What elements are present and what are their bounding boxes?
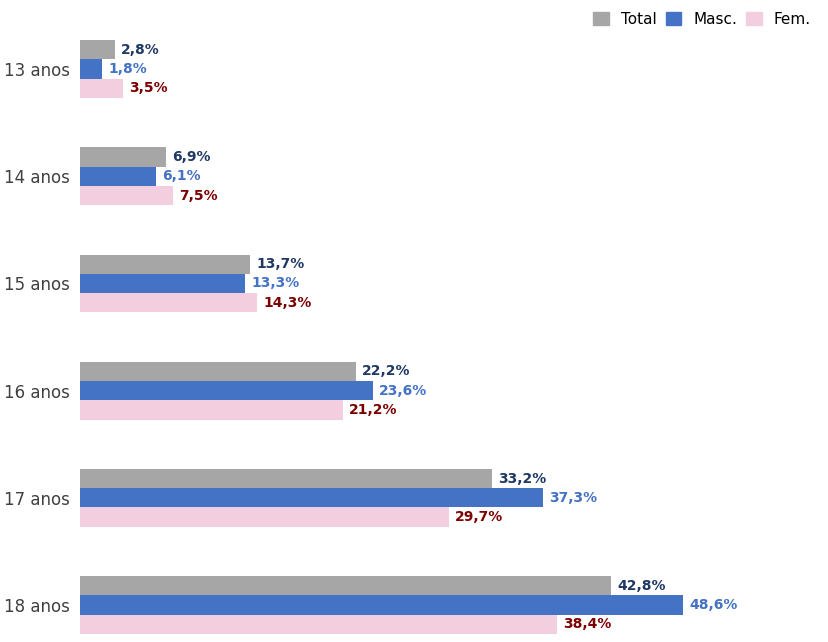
Bar xyxy=(79,507,448,527)
Bar xyxy=(79,60,102,79)
Text: 38,4%: 38,4% xyxy=(562,618,610,631)
Bar xyxy=(79,254,250,274)
Bar xyxy=(79,595,682,614)
Text: 42,8%: 42,8% xyxy=(617,578,665,593)
Bar xyxy=(79,488,542,507)
Text: 6,9%: 6,9% xyxy=(171,150,210,164)
Text: 22,2%: 22,2% xyxy=(361,365,410,378)
Text: 13,3%: 13,3% xyxy=(251,277,299,290)
Bar xyxy=(79,274,245,293)
Text: 37,3%: 37,3% xyxy=(548,491,597,505)
Text: 7,5%: 7,5% xyxy=(179,189,218,203)
Legend: Total, Masc., Fem.: Total, Masc., Fem. xyxy=(587,6,816,33)
Text: 2,8%: 2,8% xyxy=(121,43,160,57)
Bar xyxy=(79,401,343,420)
Text: 13,7%: 13,7% xyxy=(256,257,304,271)
Bar xyxy=(79,361,355,381)
Text: 21,2%: 21,2% xyxy=(349,403,397,417)
Bar xyxy=(79,186,173,205)
Bar xyxy=(79,167,156,186)
Bar xyxy=(79,293,258,313)
Bar xyxy=(79,148,166,167)
Bar xyxy=(79,614,556,634)
Text: 23,6%: 23,6% xyxy=(378,384,427,397)
Bar xyxy=(79,40,114,60)
Bar xyxy=(79,381,373,401)
Text: 33,2%: 33,2% xyxy=(498,472,546,485)
Text: 3,5%: 3,5% xyxy=(129,82,168,96)
Text: 29,7%: 29,7% xyxy=(455,510,503,524)
Bar xyxy=(79,576,610,595)
Text: 1,8%: 1,8% xyxy=(108,62,147,76)
Text: 48,6%: 48,6% xyxy=(689,598,737,612)
Bar xyxy=(79,79,123,98)
Text: 14,3%: 14,3% xyxy=(263,296,311,310)
Text: 6,1%: 6,1% xyxy=(161,169,200,184)
Bar xyxy=(79,469,492,488)
